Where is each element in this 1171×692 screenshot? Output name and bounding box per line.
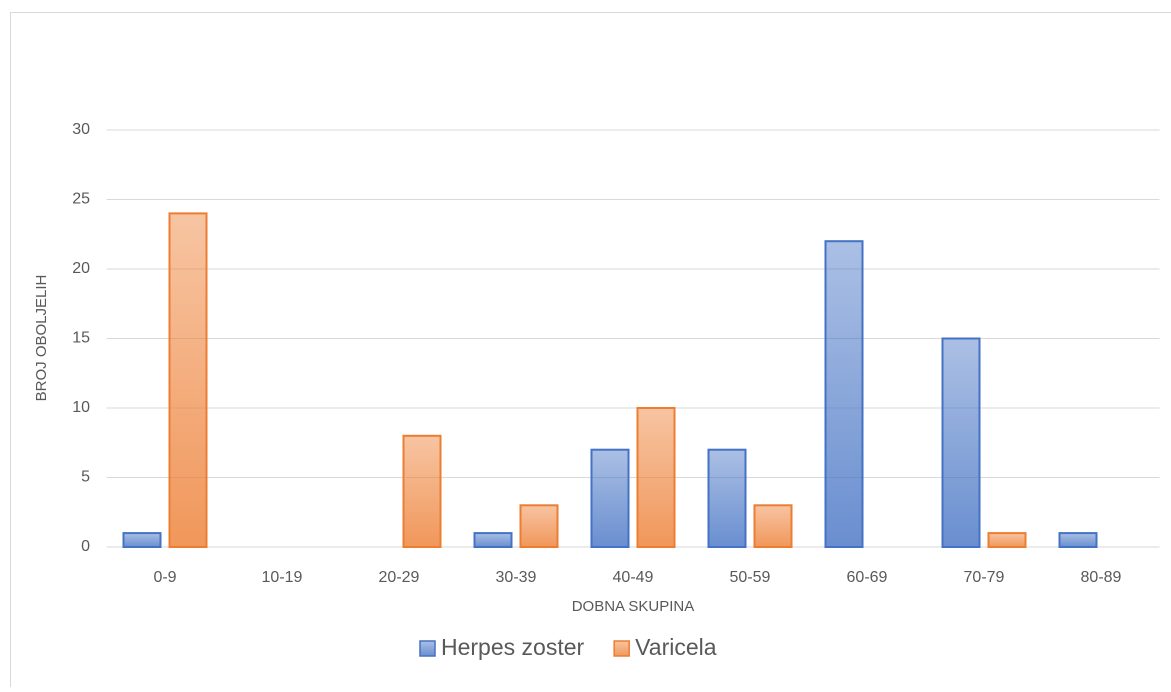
bar [989,533,1026,547]
bar [521,505,558,547]
bar [170,213,207,547]
bar [475,533,512,547]
legend-swatch [614,641,629,656]
legend-label: Herpes zoster [441,634,585,660]
y-tick-label: 15 [72,330,90,347]
bar [124,533,161,547]
x-axis-title: DOBNA SKUPINA [572,598,695,615]
y-tick-label: 0 [81,538,90,555]
bar [709,450,746,547]
bar [638,408,675,547]
legend-label: Varicela [635,634,717,660]
bar [592,450,629,547]
x-tick-label: 30-39 [496,569,537,586]
bar [404,436,441,547]
y-tick-label: 5 [81,469,90,486]
x-tick-label: 40-49 [613,569,654,586]
legend-swatch [420,641,435,656]
bar [943,339,980,548]
x-tick-label: 80-89 [1081,569,1122,586]
y-tick-label: 30 [72,121,90,138]
y-tick-label: 20 [72,260,90,277]
bar [826,241,863,547]
y-axis-title: BROJ OBOLJELIH [33,275,50,402]
x-tick-label: 10-19 [262,569,303,586]
x-tick-label: 70-79 [964,569,1005,586]
bar [1060,533,1097,547]
x-tick-label: 60-69 [847,569,888,586]
bar [755,505,792,547]
x-tick-label: 20-29 [379,569,420,586]
y-tick-label: 25 [72,191,90,208]
x-tick-label: 0-9 [153,569,176,586]
y-tick-label: 10 [72,399,90,416]
x-tick-label: 50-59 [730,569,771,586]
